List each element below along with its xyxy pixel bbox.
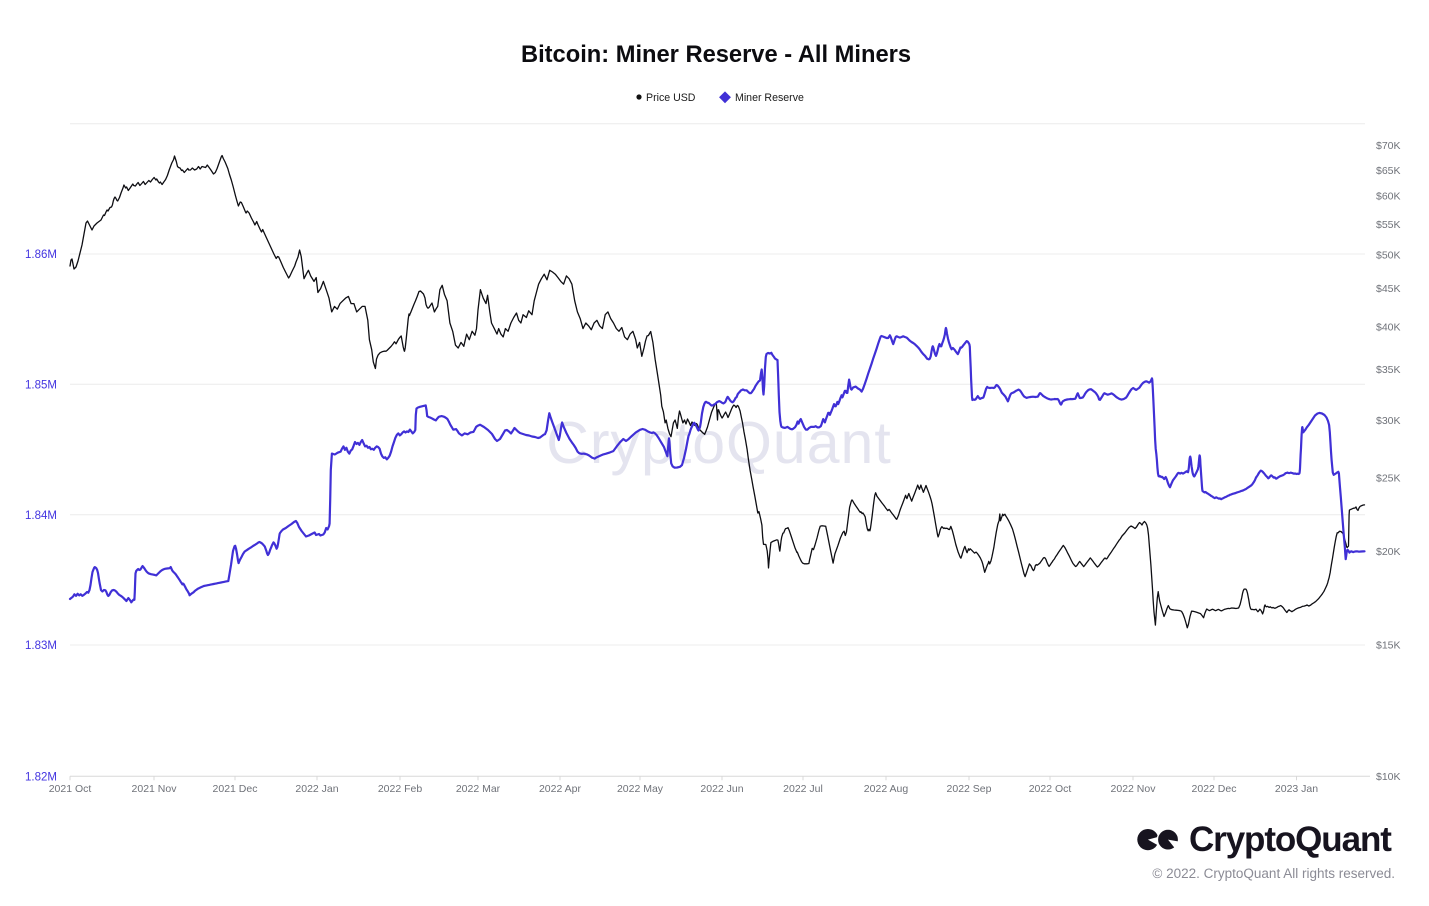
- svg-text:2022 Feb: 2022 Feb: [378, 783, 423, 795]
- svg-text:$10K: $10K: [1376, 771, 1401, 783]
- svg-text:2021 Dec: 2021 Dec: [213, 783, 258, 795]
- svg-text:CryptoQuant: CryptoQuant: [546, 410, 892, 476]
- svg-text:2022 Apr: 2022 Apr: [539, 783, 582, 795]
- svg-text:$45K: $45K: [1376, 283, 1401, 295]
- svg-text:$50K: $50K: [1376, 249, 1401, 261]
- svg-text:2022 Jun: 2022 Jun: [700, 783, 743, 795]
- svg-text:2023 Jan: 2023 Jan: [1275, 783, 1318, 795]
- svg-text:2021 Nov: 2021 Nov: [132, 783, 178, 795]
- svg-text:$15K: $15K: [1376, 640, 1401, 652]
- svg-text:$20K: $20K: [1376, 546, 1401, 558]
- svg-text:2022 Nov: 2022 Nov: [1111, 783, 1157, 795]
- svg-text:2022 Jul: 2022 Jul: [783, 783, 823, 795]
- svg-text:© 2022. CryptoQuant All rights: © 2022. CryptoQuant All rights reserved.: [1152, 866, 1395, 881]
- svg-text:1.84M: 1.84M: [25, 510, 57, 522]
- svg-text:$70K: $70K: [1376, 140, 1401, 152]
- svg-text:$30K: $30K: [1376, 415, 1401, 427]
- svg-text:2022 Sep: 2022 Sep: [947, 783, 992, 795]
- svg-text:1.82M: 1.82M: [25, 771, 57, 783]
- svg-text:$25K: $25K: [1376, 473, 1401, 485]
- svg-text:2022 Dec: 2022 Dec: [1192, 783, 1237, 795]
- svg-text:Miner Reserve: Miner Reserve: [735, 92, 804, 104]
- svg-text:2022 Oct: 2022 Oct: [1029, 783, 1072, 795]
- svg-text:2022 May: 2022 May: [617, 783, 664, 795]
- svg-text:1.85M: 1.85M: [25, 379, 57, 391]
- svg-text:2021 Oct: 2021 Oct: [49, 783, 92, 795]
- svg-text:$65K: $65K: [1376, 165, 1401, 177]
- svg-text:Bitcoin: Miner Reserve - All M: Bitcoin: Miner Reserve - All Miners: [521, 42, 911, 68]
- svg-text:2022 Jan: 2022 Jan: [295, 783, 338, 795]
- svg-text:$60K: $60K: [1376, 190, 1401, 202]
- svg-text:CryptoQuant: CryptoQuant: [1189, 820, 1392, 859]
- svg-text:1.83M: 1.83M: [25, 640, 57, 652]
- svg-text:1.86M: 1.86M: [25, 249, 57, 261]
- svg-text:$35K: $35K: [1376, 364, 1401, 376]
- svg-text:$40K: $40K: [1376, 321, 1401, 333]
- svg-text:2022 Mar: 2022 Mar: [456, 783, 501, 795]
- svg-text:Price USD: Price USD: [646, 92, 696, 104]
- svg-text:2022 Aug: 2022 Aug: [864, 783, 909, 795]
- svg-text:$55K: $55K: [1376, 219, 1401, 231]
